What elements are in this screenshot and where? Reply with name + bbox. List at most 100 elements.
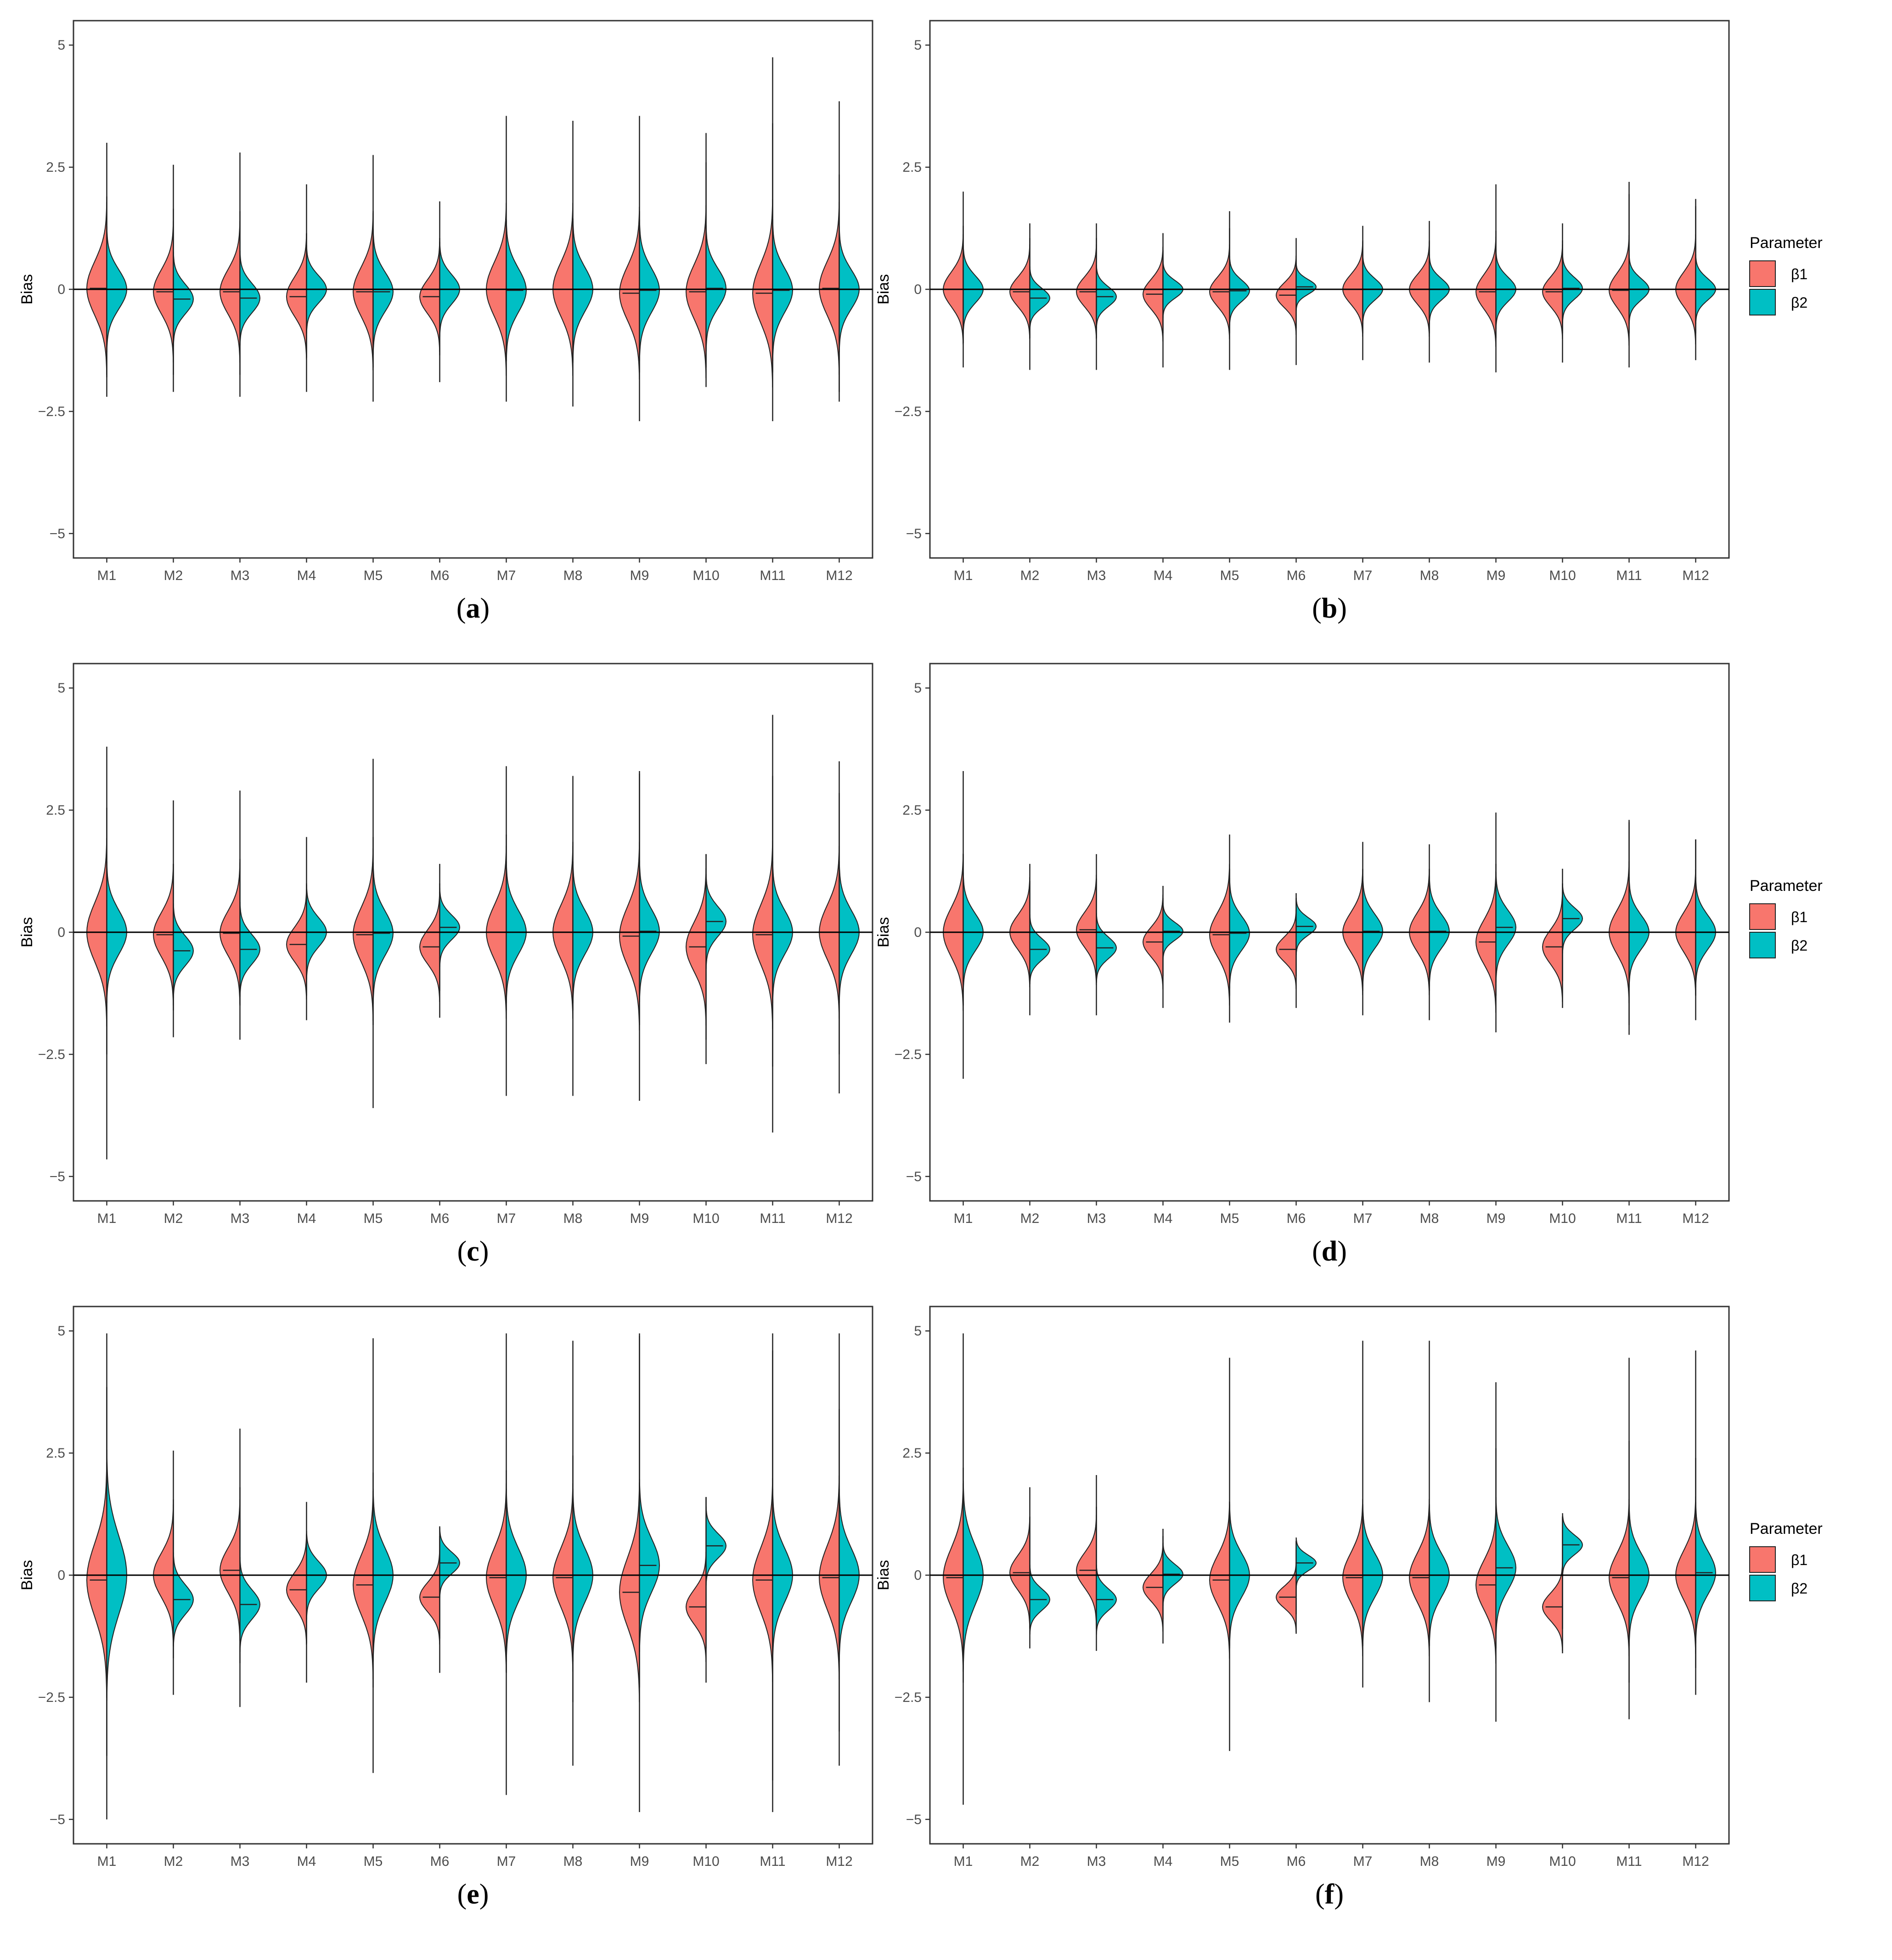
x-tick-label: M5 [364, 568, 383, 583]
x-tick-label: M9 [1487, 568, 1506, 583]
x-tick-label: M7 [1353, 1854, 1373, 1869]
y-tick-label: 0 [57, 282, 65, 297]
panel-b: 5 2.5 0 −2.5 −5 Bias M1 M2 M3 M4 M5 M6 M7 M8 M9 M10 M11 M… [875, 0, 1892, 643]
chart-d: 5 2.5 0 −2.5 −5 Bias M1 M2 M3 M4 M5 M6 M7 M8 M9 M10 M11 M… [875, 663, 1823, 1226]
x-tick-label: M9 [630, 1211, 649, 1226]
series-beta2 [106, 773, 860, 1067]
x-tick-label: M11 [1616, 1854, 1642, 1869]
x-tick-label: M10 [693, 1854, 719, 1869]
x-tick-label: M12 [826, 568, 852, 583]
legend-label: β1 [1791, 1552, 1808, 1568]
x-tick-label: M8 [563, 1211, 583, 1226]
y-tick-label: −5 [50, 1169, 65, 1184]
x-tick-label: M4 [1154, 568, 1173, 583]
x-tick-label: M9 [1487, 1211, 1506, 1226]
y-tick-label: 0 [914, 282, 922, 297]
legend-key [1749, 1575, 1776, 1601]
legend-key [1749, 903, 1776, 930]
x-tick-label: M2 [1020, 568, 1040, 583]
x-tick-label: M5 [1220, 1854, 1239, 1869]
x-tick-label: M3 [1087, 1854, 1106, 1869]
y-tick-label: 5 [57, 1324, 65, 1339]
panel-caption: (b) [1312, 593, 1347, 624]
chart-b: 5 2.5 0 −2.5 −5 Bias M1 M2 M3 M4 M5 M6 M7 M8 M9 M10 M11 M… [875, 20, 1823, 583]
y-tick-label: 5 [914, 681, 922, 696]
panel-caption-letter: b [1321, 593, 1338, 624]
y-tick-label: 2.5 [902, 1446, 922, 1461]
x-tick-label: M5 [364, 1211, 383, 1226]
legend-label: β1 [1791, 909, 1808, 925]
y-axis-label: Bias [18, 1560, 36, 1590]
y-axis-label: Bias [875, 917, 892, 947]
y-tick-label: 5 [914, 38, 922, 53]
x-tick-label: M3 [1087, 1211, 1106, 1226]
chart-e: 5 2.5 0 −2.5 −5 Bias M1 M2 M3 M4 M5 M6 M7 M8 M9 M10 M11 M… [18, 1306, 873, 1869]
x-tick-label: M11 [1616, 568, 1642, 583]
legend-label: β2 [1791, 937, 1808, 954]
panel-d: 5 2.5 0 −2.5 −5 Bias M1 M2 M3 M4 M5 M6 M7 M8 M9 M10 M11 M… [875, 643, 1892, 1286]
x-tick-label: M6 [1287, 1854, 1306, 1869]
y-tick-label: 0 [914, 925, 922, 940]
x-tick-label: M5 [364, 1854, 383, 1869]
x-tick-label: M3 [231, 1854, 250, 1869]
legend-title: Parameter [1750, 1520, 1823, 1538]
y-tick-label: 5 [914, 1324, 922, 1339]
x-tick-label: M12 [1682, 1854, 1709, 1869]
x-tick-label: M12 [826, 1854, 852, 1869]
x-tick-label: M6 [1287, 1211, 1306, 1226]
y-axis-label: Bias [875, 274, 892, 304]
legend-title: Parameter [1750, 877, 1823, 895]
x-tick-label: M4 [297, 568, 316, 583]
x-tick-label: M10 [693, 568, 719, 583]
x-tick-label: M4 [1154, 1854, 1173, 1869]
y-tick-label: 0 [57, 925, 65, 940]
x-tick-label: M10 [1549, 1854, 1576, 1869]
x-tick-label: M11 [760, 1211, 785, 1226]
x-tick-label: M7 [497, 568, 516, 583]
x-tick-label: M2 [164, 568, 183, 583]
x-tick-label: M6 [1287, 568, 1306, 583]
x-tick-label: M11 [1616, 1211, 1642, 1226]
y-tick-label: 2.5 [902, 803, 922, 818]
x-tick-label: M4 [297, 1854, 316, 1869]
x-tick-label: M10 [693, 1211, 719, 1226]
x-tick-label: M5 [1220, 568, 1239, 583]
y-tick-label: −5 [906, 1169, 922, 1184]
y-tick-label: −2.5 [38, 1047, 65, 1062]
x-tick-label: M1 [97, 568, 117, 583]
chart-c: 5 2.5 0 −2.5 −5 Bias M1 M2 M3 M4 M5 M6 M7 M8 M9 M10 M11 M… [18, 663, 873, 1226]
y-tick-label: 2.5 [46, 1446, 65, 1461]
x-tick-label: M1 [954, 1854, 973, 1869]
legend: Parameter β1 β2 [1749, 234, 1823, 315]
y-axis-label: Bias [18, 274, 36, 304]
x-tick-label: M6 [430, 1211, 450, 1226]
x-tick-label: M6 [430, 568, 450, 583]
x-tick-label: M10 [1549, 568, 1576, 583]
panel-f: 5 2.5 0 −2.5 −5 Bias M1 M2 M3 M4 M5 M6 M7 M8 M9 M10 M11 M… [875, 1286, 1892, 1929]
y-tick-label: −5 [50, 1812, 65, 1827]
chart-f: 5 2.5 0 −2.5 −5 Bias M1 M2 M3 M4 M5 M6 M7 M8 M9 M10 M11 M… [875, 1306, 1823, 1869]
y-tick-label: 2.5 [46, 160, 65, 175]
x-tick-label: M8 [1420, 1211, 1439, 1226]
legend-label: β2 [1791, 294, 1808, 311]
x-tick-label: M7 [497, 1211, 516, 1226]
x-tick-label: M11 [760, 1854, 785, 1869]
x-tick-label: M4 [297, 1211, 316, 1226]
panel-caption: (a) [456, 593, 490, 624]
y-tick-label: 5 [57, 681, 65, 696]
x-tick-label: M10 [1549, 1211, 1576, 1226]
x-tick-label: M3 [231, 1211, 250, 1226]
x-tick-label: M11 [760, 568, 785, 583]
y-tick-label: −2.5 [895, 1047, 922, 1062]
panel-e: 5 2.5 0 −2.5 −5 Bias M1 M2 M3 M4 M5 M6 M7 M8 M9 M10 M11 M… [0, 1286, 891, 1929]
x-tick-label: M1 [954, 1211, 973, 1226]
panel-caption-letter: a [466, 593, 480, 624]
series-beta2 [963, 194, 1717, 343]
x-tick-label: M12 [1682, 1211, 1709, 1226]
y-tick-label: −2.5 [38, 1690, 65, 1705]
y-tick-label: −5 [906, 1812, 922, 1827]
x-tick-label: M2 [1020, 1854, 1040, 1869]
x-tick-label: M8 [563, 568, 583, 583]
x-tick-label: M1 [954, 568, 973, 583]
y-tick-label: 5 [57, 38, 65, 53]
